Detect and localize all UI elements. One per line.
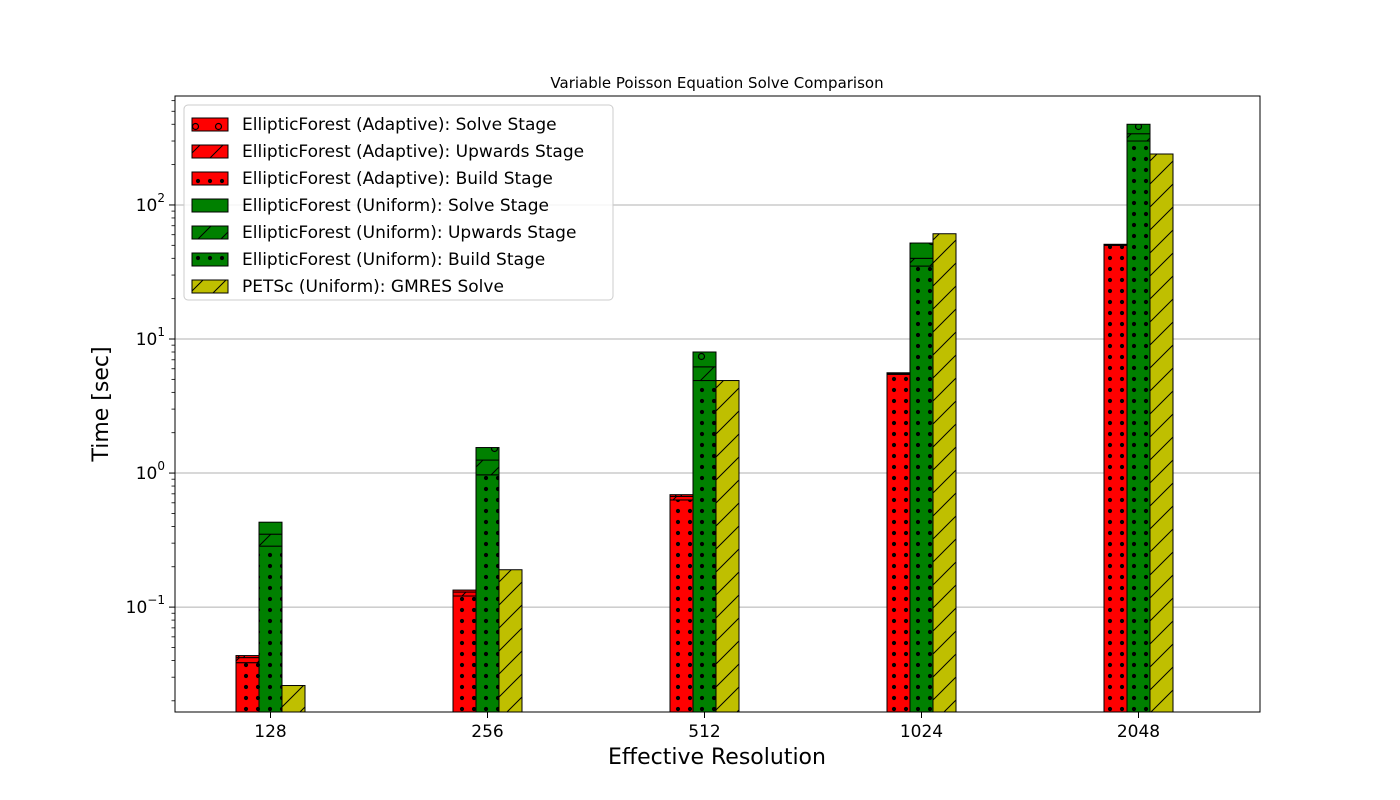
y-tick-label: 102 <box>136 191 165 216</box>
bar-ellipticforest-uniform--slash-256 <box>475 459 500 476</box>
x-axis: 128 256 512 1024 2048 <box>254 712 1160 742</box>
legend-swatch <box>191 252 229 267</box>
bar-ellipticforest-adaptive--dots-1024 <box>886 373 911 713</box>
bar-ellipticforest-uniform--circles-2048 <box>1126 123 1151 135</box>
bar-ellipticforest-uniform--slash-1024 <box>909 257 934 267</box>
bar-ellipticforest-adaptive--slash-256 <box>452 591 477 597</box>
bar-ellipticforest-adaptive--circles-512 <box>669 494 694 497</box>
bar-ellipticforest-adaptive--slash-512 <box>669 495 694 501</box>
bar-petsc-uniform--slash-512 <box>715 380 740 713</box>
legend-label: EllipticForest (Uniform): Upwards Stage <box>242 223 576 243</box>
bar-ellipticforest-uniform--dots-256 <box>475 474 500 713</box>
x-tick-label: 2048 <box>1117 722 1160 742</box>
legend-label: EllipticForest (Adaptive): Solve Stage <box>242 115 557 135</box>
bars <box>235 123 1174 713</box>
bar-ellipticforest-uniform--slash-128 <box>258 533 283 547</box>
legend-swatch <box>191 225 229 240</box>
bar-ellipticforest-uniform--dots-2048 <box>1126 140 1151 713</box>
legend-label: PETSc (Uniform): GMRES Solve <box>242 277 504 297</box>
y-tick-label: 100 <box>136 459 165 484</box>
y-tick-label: 10−1 <box>126 593 165 618</box>
legend-label: EllipticForest (Adaptive): Upwards Stage <box>242 142 584 162</box>
plot-frame <box>174 95 1261 713</box>
bar-ellipticforest-adaptive--slash-128 <box>235 657 260 664</box>
bar-ellipticforest-adaptive--dots-512 <box>669 499 694 713</box>
y-axis: 10−1 100 101 102 <box>126 100 175 702</box>
bar-ellipticforest-adaptive--dots-256 <box>452 595 477 713</box>
bar-petsc-uniform--slash-128 <box>281 685 306 713</box>
x-tick-label: 128 <box>254 722 286 742</box>
bar-ellipticforest-adaptive--dots-2048 <box>1103 244 1128 713</box>
legend: EllipticForest (Adaptive): Solve Stage El… <box>183 104 614 301</box>
legend-label: EllipticForest (Uniform): Solve Stage <box>242 196 549 216</box>
bar-ellipticforest-uniform--slash-2048 <box>1126 133 1151 142</box>
legend-label: EllipticForest (Adaptive): Build Stage <box>242 169 553 189</box>
x-tick-label: 256 <box>471 722 503 742</box>
x-axis-label: Effective Resolution <box>608 745 826 770</box>
chart-title: Variable Poisson Equation Solve Comparis… <box>550 74 883 92</box>
y-axis-label: Time [sec] <box>89 346 114 462</box>
legend-box <box>183 104 614 301</box>
y-tick-label: 101 <box>136 325 165 350</box>
bar-ellipticforest-uniform--dots-512 <box>692 380 717 713</box>
bar-ellipticforest-uniform--circles-128 <box>258 521 283 535</box>
legend-swatch <box>191 117 229 132</box>
bar-ellipticforest-adaptive--dots-128 <box>235 662 260 713</box>
bar-ellipticforest-adaptive--circles-128 <box>235 655 260 659</box>
bar-ellipticforest-uniform--dots-1024 <box>909 265 934 713</box>
bar-ellipticforest-uniform--circles-1024 <box>909 242 934 259</box>
bar-ellipticforest-uniform--circles-256 <box>475 447 500 461</box>
legend-label: EllipticForest (Uniform): Build Stage <box>242 250 545 270</box>
bar-petsc-uniform--slash-1024 <box>932 233 957 713</box>
legend-swatch <box>191 198 229 213</box>
bar-ellipticforest-adaptive--circles-2048 <box>1103 243 1128 246</box>
legend-swatch <box>191 171 229 186</box>
bar-ellipticforest-uniform--slash-512 <box>692 366 717 382</box>
bar-petsc-uniform--slash-256 <box>498 569 523 713</box>
bar-ellipticforest-adaptive--circles-1024 <box>886 372 911 374</box>
legend-swatch <box>191 144 229 159</box>
bar-ellipticforest-uniform--dots-128 <box>258 545 283 713</box>
bar-petsc-uniform--slash-2048 <box>1149 153 1174 713</box>
bar-ellipticforest-uniform--circles-512 <box>692 351 717 368</box>
x-tick-label: 1024 <box>900 722 943 742</box>
legend-swatch <box>191 279 229 294</box>
bar-ellipticforest-adaptive--circles-256 <box>452 589 477 593</box>
x-tick-label: 512 <box>688 722 720 742</box>
